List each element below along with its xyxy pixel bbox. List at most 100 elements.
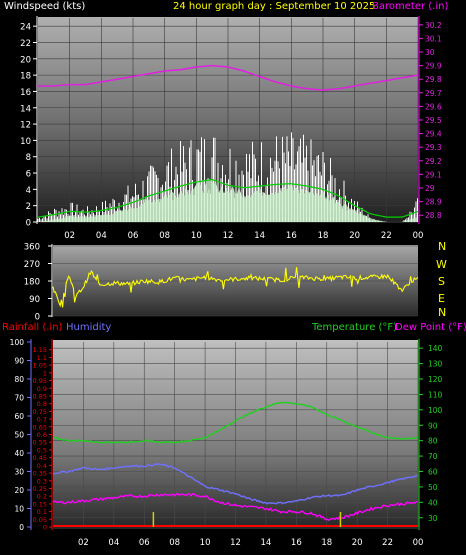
barometer-y-tick-label: 29.6 [425, 102, 442, 111]
barometer-y-ticks: 28.8 28.9 29 29.1 29.2 29.3 29.4 29.5 29.6 29.7 29… [419, 21, 442, 220]
rainfall-y-tick-label: 0.1 [37, 508, 47, 516]
barometer-y-tick-label: 29.8 [425, 75, 442, 84]
climate-x-tick-label: 08 [169, 538, 180, 548]
wind-x-tick-label: 18 [318, 231, 329, 241]
rainfall-y-tick-label: 0 [43, 524, 47, 532]
wind-x-tick-label: 06 [128, 231, 139, 241]
temperature-y-tick-label: 140 [428, 344, 443, 353]
temperature-y-ticks: 30 40 50 60 70 80 90 100 110 120 130 140 [419, 344, 443, 523]
humidity-y-tick-label: 90 [14, 357, 24, 366]
barometer-y-tick-label: 28.8 [425, 211, 442, 220]
rainfall-y-tick-label: 0.4 [37, 462, 47, 470]
dewpoint-line [52, 492, 418, 522]
wind-x-tick-label: 02 [64, 231, 75, 241]
climate-x-tick-label: 14 [261, 538, 272, 548]
temperature-line [52, 401, 418, 444]
climate-x-tick-label: 16 [291, 538, 302, 548]
rainfall-y-tick-label: 0.65 [33, 423, 47, 431]
humidity-y-tick-label: 40 [14, 449, 24, 458]
compass-e: E [438, 292, 445, 305]
wind-y-tick-label: 18 [20, 72, 31, 82]
rainfall-y-tick-label: 0.55 [33, 439, 47, 447]
barometer-y-tick-label: 29.4 [425, 130, 442, 139]
barometer-title: Barometer (.in) [372, 1, 448, 12]
compass-n-bottom: N [438, 306, 446, 319]
wind-x-tick-label: 04 [96, 231, 107, 241]
humidity-y-tick-label: 20 [14, 486, 24, 495]
humidity-y-tick-label: 60 [14, 412, 24, 421]
climate-x-tick-label: 00 [413, 538, 424, 548]
temperature-y-tick-label: 80 [428, 437, 438, 446]
temperature-y-tick-label: 120 [428, 375, 443, 384]
rainfall-y-tick-label: 1.15 [33, 346, 47, 354]
climate-x-tick-label: 04 [108, 538, 119, 548]
climate-series [52, 401, 418, 527]
humidity-y-ticks: 0 10 20 30 40 50 60 70 80 90 100 [10, 338, 31, 532]
wind-y-tick-label: 4 [26, 186, 31, 196]
rainfall-y-tick-label: 0.3 [37, 477, 47, 485]
direction-y-tick-label: 90 [29, 295, 40, 305]
barometer-line [38, 64, 419, 91]
wind-avg-line [37, 178, 419, 218]
direction-y-tick-label: 180 [24, 278, 40, 288]
temperature-y-tick-label: 90 [428, 421, 438, 430]
barometer-y-tick-label: 30 [425, 48, 435, 57]
humidity-y-tick-label: 10 [14, 505, 24, 514]
dewpoint-title: Dew Point (°F) [395, 322, 466, 333]
wind-y-tick-label: 16 [20, 88, 31, 98]
climate-x-ticks: 02 04 06 08 10 12 14 16 18 20 22 00 [78, 538, 423, 548]
direction-y-tick-label: 0 [35, 313, 40, 323]
rainfall-y-tick-label: 0.6 [37, 431, 47, 439]
rainfall-y-tick-label: 0.15 [33, 500, 47, 508]
direction-y-tick-label: 360 [24, 243, 40, 253]
barometer-y-tick-label: 29 [425, 184, 435, 193]
climate-x-tick-label: 22 [382, 538, 393, 548]
temperature-y-tick-label: 30 [428, 514, 438, 523]
rainfall-y-tick-label: 0.7 [37, 416, 47, 424]
wind-x-tick-label: 14 [254, 231, 265, 241]
barometer-y-tick-label: 30.2 [425, 21, 442, 30]
rainfall-y-tick-label: 1.1 [37, 354, 47, 362]
barometer-y-tick-label: 29.7 [425, 89, 442, 98]
humidity-y-tick-label: 30 [14, 468, 24, 477]
compass-n-top: N [438, 240, 446, 253]
wind-y-tick-label: 12 [20, 121, 31, 131]
rainfall-y-tick-label: 0.2 [37, 493, 47, 501]
climate-x-tick-label: 18 [321, 538, 332, 548]
wind-x-tick-label: 00 [413, 231, 424, 241]
temperature-y-tick-label: 70 [428, 452, 438, 461]
humidity-title: Humidity [66, 322, 111, 333]
barometer-y-tick-label: 29.1 [425, 170, 442, 179]
rainfall-y-tick-label: 0.5 [37, 446, 47, 454]
wind-x-tick-label: 16 [286, 231, 297, 241]
climate-x-tick-label: 02 [78, 538, 89, 548]
climate-x-tick-label: 10 [200, 538, 211, 548]
temperature-title: Temperature (°F) [311, 322, 397, 333]
humidity-line [52, 463, 418, 505]
barometer-y-tick-label: 29.9 [425, 62, 442, 71]
rainfall-y-tick-label: 0.75 [33, 408, 47, 416]
wind-x-ticks: 02 04 06 08 10 12 14 16 18 20 22 00 [64, 231, 423, 241]
rainfall-y-tick-label: 0.8 [37, 400, 47, 408]
rainfall-y-tick-label: 0.35 [33, 470, 47, 478]
wind-series [37, 64, 419, 222]
barometer-y-tick-label: 28.9 [425, 198, 442, 207]
wind-title: Windspeed (kts) [4, 1, 85, 12]
compass-w: W [436, 258, 447, 271]
rainfall-y-tick-label: 0.95 [33, 377, 47, 385]
rainfall-title: Rainfall (.in) [2, 322, 63, 333]
wind-x-tick-label: 08 [159, 231, 170, 241]
wind-avg-area [38, 177, 418, 222]
rainfall-y-tick-label: 0.85 [33, 392, 47, 400]
temperature-y-tick-label: 100 [428, 406, 443, 415]
barometer-y-tick-label: 29.2 [425, 157, 442, 166]
wind-y-tick-label: 0 [26, 219, 31, 229]
wind-y-tick-label: 8 [26, 153, 31, 163]
wind-y-tick-label: 10 [20, 137, 31, 147]
wind-y-tick-label: 24 [20, 23, 31, 33]
compass-s: S [438, 275, 445, 288]
wind-x-tick-label: 12 [223, 231, 234, 241]
humidity-y-tick-label: 0 [19, 523, 24, 532]
rainfall-y-tick-label: 0.45 [33, 454, 47, 462]
